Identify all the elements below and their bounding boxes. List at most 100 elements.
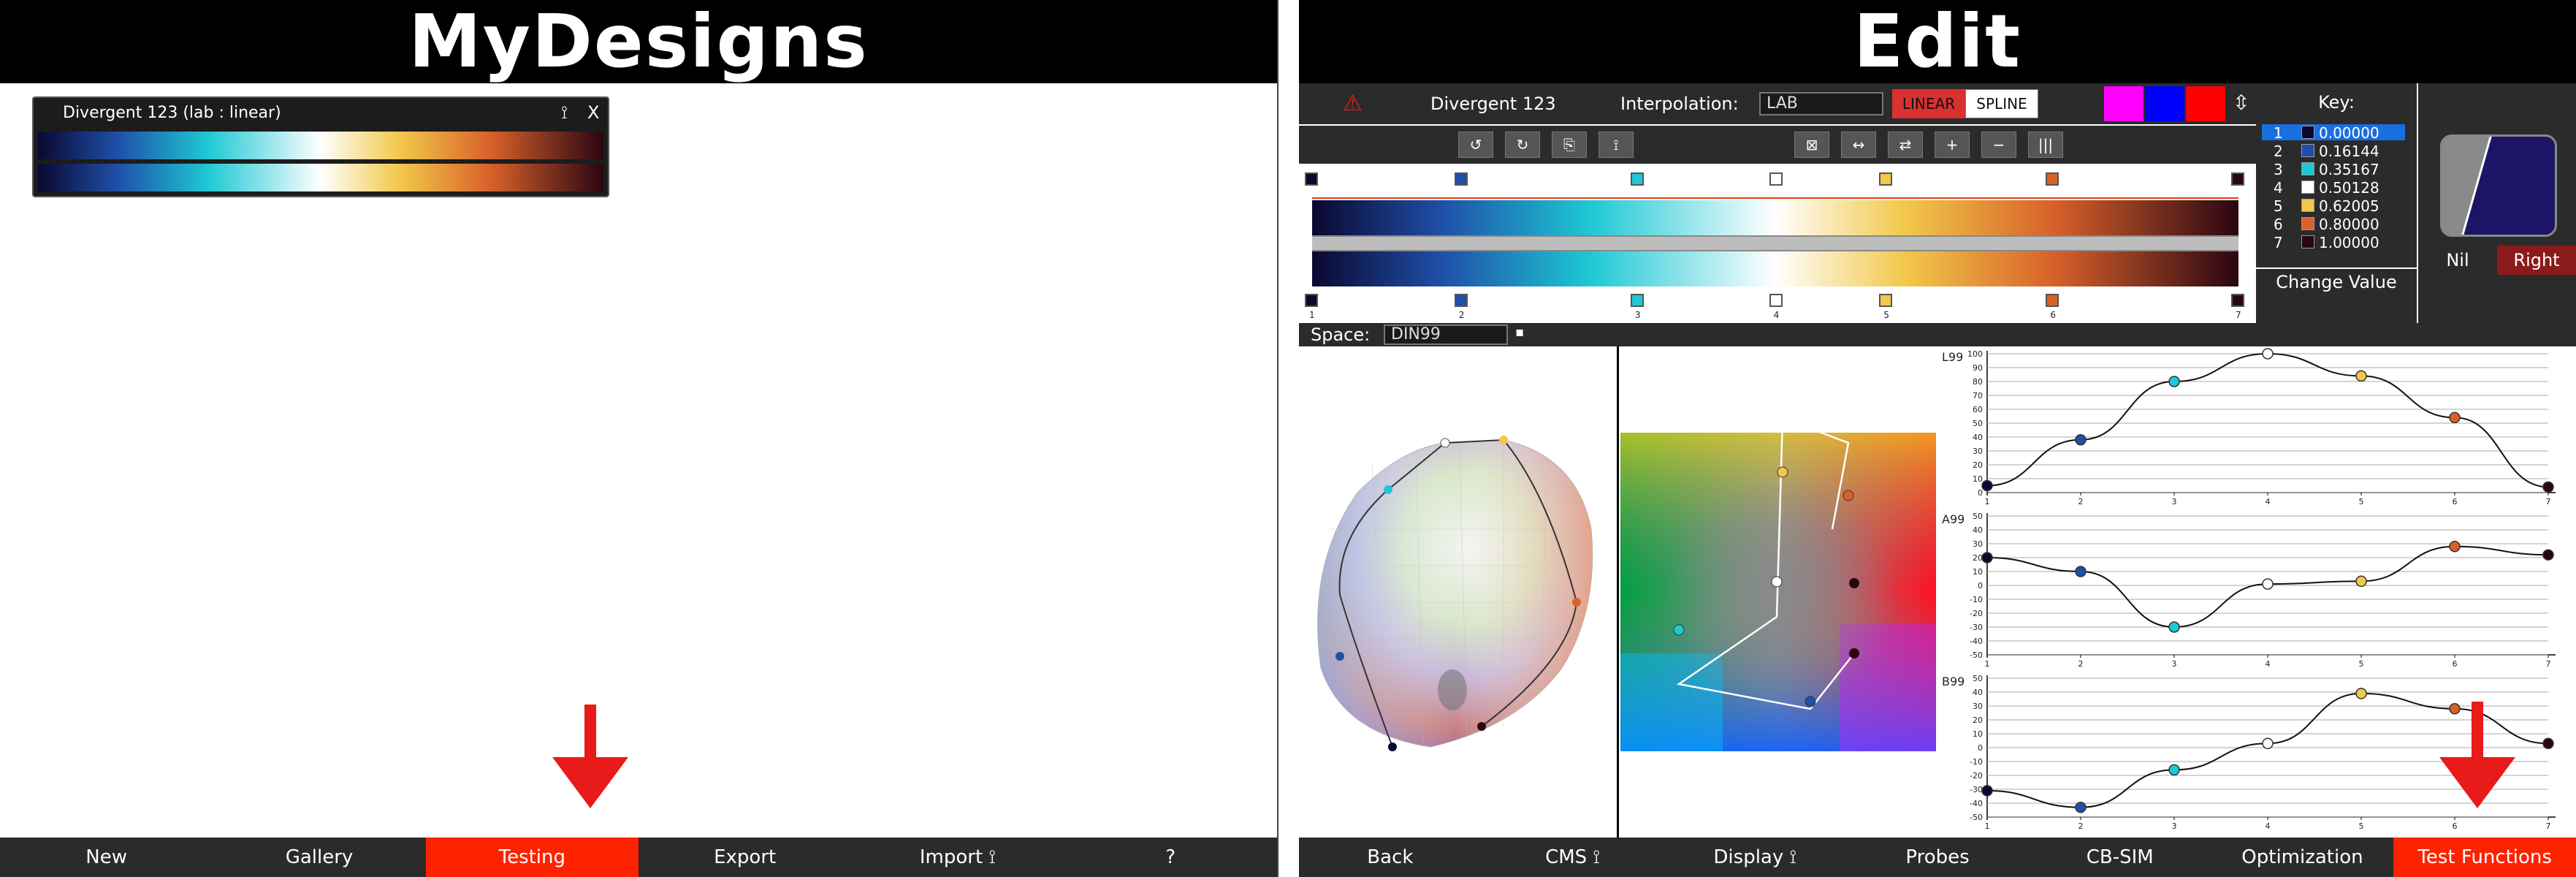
key-row-number: 1 <box>2274 124 2283 142</box>
gamut-3d-view[interactable] <box>1299 346 1619 838</box>
bottom-stop-marker[interactable] <box>1769 294 1783 307</box>
swatch-magenta[interactable] <box>2104 86 2144 121</box>
stretch-icon[interactable]: ↔ <box>1841 132 1876 158</box>
redo-icon[interactable]: ↻ <box>1505 132 1540 158</box>
bars-icon[interactable]: ||| <box>2028 132 2063 158</box>
interpolation-select[interactable]: LAB <box>1759 92 1883 115</box>
warning-icon[interactable]: ⚠ <box>1343 91 1363 116</box>
copy-icon[interactable]: ⎘ <box>1552 132 1587 158</box>
key-row-number: 5 <box>2274 197 2283 215</box>
top-stop-marker[interactable] <box>1305 172 1318 186</box>
edit-footer-display[interactable]: Display ⟟ <box>1713 846 1797 868</box>
key-row-swatch <box>2301 199 2314 212</box>
plot-tick-label: 0 <box>1978 581 1983 591</box>
plot-tick-label: -20 <box>1970 771 1983 781</box>
plot-x-tick-label: 5 <box>2359 821 2364 831</box>
edit-footer-test-functions[interactable]: Test Functions <box>2393 838 2576 877</box>
mydesigns-panel: MyDesigns Divergent 123 (lab : linear) ⟟… <box>0 0 1277 877</box>
key-row[interactable]: 1 0.00000 <box>2262 124 2405 142</box>
resize-icon[interactable]: ⟟ <box>561 102 568 123</box>
small-toggle-icon[interactable]: ▪ <box>1515 324 1525 340</box>
arrow-indicator-right-head <box>2439 757 2515 808</box>
footer-testing[interactable]: Testing <box>425 838 639 877</box>
spline-button[interactable]: SPLINE <box>1965 89 2038 118</box>
bottom-stop-markers: 1 2 3 4 5 6 7 <box>1299 286 2256 323</box>
bottom-stop-marker[interactable] <box>2231 294 2244 307</box>
top-stop-marker[interactable] <box>1879 172 1893 186</box>
key-row[interactable]: 7 1.00000 <box>2262 234 2405 251</box>
gradient-editor[interactable]: 1 2 3 4 5 6 7 <box>1299 165 2256 323</box>
gamut-3d-svg <box>1317 436 1595 751</box>
top-stop-marker[interactable] <box>1454 172 1468 186</box>
plot-tick-label: -50 <box>1970 650 1983 660</box>
edit-toolbar: ⚠ Divergent 123 Interpolation: LAB LINEA… <box>1299 83 2256 124</box>
change-value-button[interactable]: Change Value <box>2276 272 2397 292</box>
swap-icon[interactable]: ⇄ <box>1888 132 1923 158</box>
bottom-stop-marker[interactable] <box>1454 294 1468 307</box>
edit-footer-cms[interactable]: CMS ⟟ <box>1545 846 1601 868</box>
footer-[interactable]: ? <box>1165 846 1176 868</box>
color-preview-swatch[interactable] <box>2440 134 2557 237</box>
bottom-stop-marker[interactable] <box>2046 294 2059 307</box>
plot-tick-label: -10 <box>1970 595 1983 604</box>
footer-new[interactable]: New <box>85 846 128 868</box>
plot-tick-label: 50 <box>1973 512 1983 521</box>
design-card[interactable]: Divergent 123 (lab : linear) ⟟ X <box>32 96 609 197</box>
ab-plane-view[interactable] <box>1620 346 1942 838</box>
swap-vertical-icon[interactable]: ⇳ <box>2233 91 2250 115</box>
plot-tick-label: -10 <box>1970 757 1983 767</box>
gradient-bar-bottom <box>1312 251 2238 286</box>
bottom-stop-marker[interactable] <box>1879 294 1893 307</box>
edit-footer-back[interactable]: Back <box>1367 846 1414 868</box>
key-row[interactable]: 5 0.62005 <box>2262 197 2405 215</box>
plot-point <box>2168 376 2180 387</box>
key-row[interactable]: 4 0.50128 <box>2262 179 2405 197</box>
key-row[interactable]: 3 0.35167 <box>2262 161 2405 178</box>
key-row-swatch <box>2301 126 2314 139</box>
right-button[interactable]: Right <box>2497 246 2576 275</box>
key-row-swatch <box>2301 235 2314 248</box>
plot-tick-label: -50 <box>1970 813 1983 822</box>
design-card-title: Divergent 123 (lab : linear) <box>63 104 281 122</box>
design-gradient-preview <box>38 132 603 159</box>
top-stop-marker[interactable] <box>1630 172 1644 186</box>
gradient-separator <box>1312 235 2238 251</box>
remove-icon[interactable]: − <box>1981 132 2016 158</box>
edit-footer-probes[interactable]: Probes <box>1905 846 1970 868</box>
edit-footer: Back CMS ⟟ Display ⟟ Probes CB-SIM Optimizati… <box>1299 838 2576 877</box>
key-row[interactable]: 6 0.80000 <box>2262 216 2405 233</box>
lab-curves-view[interactable]: L99 100 90 80 70 60 50 40 30 20 10 0 1 2 3 4 5 6 7 A99 50 40 3… <box>1942 346 2576 838</box>
clear-icon[interactable]: ⊠ <box>1794 132 1829 158</box>
key-list[interactable]: 1 0.00000 2 0.16144 3 0.35167 4 0.50128 5 0.62005… <box>2256 124 2417 267</box>
key-row-value: 0.35167 <box>2319 161 2379 178</box>
footer-import[interactable]: Import ⟟ <box>919 846 997 868</box>
plot-point <box>2449 411 2461 424</box>
resize-icon[interactable]: ⟟ <box>1598 132 1634 158</box>
add-icon[interactable]: + <box>1935 132 1970 158</box>
undo-icon[interactable]: ↺ <box>1458 132 1493 158</box>
key-row-swatch <box>2301 217 2314 230</box>
swatch-red[interactable] <box>2186 86 2225 121</box>
top-stop-marker[interactable] <box>2046 172 2059 186</box>
top-stop-marker[interactable] <box>2231 172 2244 186</box>
swatch-blue[interactable] <box>2145 86 2184 121</box>
bottom-stop-marker[interactable] <box>1305 294 1318 307</box>
key-row[interactable]: 2 0.16144 <box>2262 143 2405 160</box>
plot-tick-label: 10 <box>1973 474 1983 484</box>
arrow-indicator-right <box>2472 702 2483 760</box>
footer-gallery[interactable]: Gallery <box>285 846 354 868</box>
linear-button[interactable]: LINEAR <box>1892 89 1965 118</box>
top-stop-marker[interactable] <box>1769 172 1783 186</box>
nil-button[interactable]: Nil <box>2446 250 2469 270</box>
edit-footer-optimization[interactable]: Optimization <box>2241 846 2363 868</box>
close-icon[interactable]: X <box>587 102 600 123</box>
plot-point <box>2355 575 2367 588</box>
space-select[interactable]: DIN99 <box>1384 324 1508 345</box>
edit-footer-cb-sim[interactable]: CB-SIM <box>2086 846 2154 868</box>
plot-tick-label: 50 <box>1973 419 1983 428</box>
stop-number: 7 <box>2236 310 2241 320</box>
edit-title: Edit <box>1299 0 2576 83</box>
footer-export[interactable]: Export <box>714 846 777 868</box>
bottom-stop-marker[interactable] <box>1630 294 1644 307</box>
